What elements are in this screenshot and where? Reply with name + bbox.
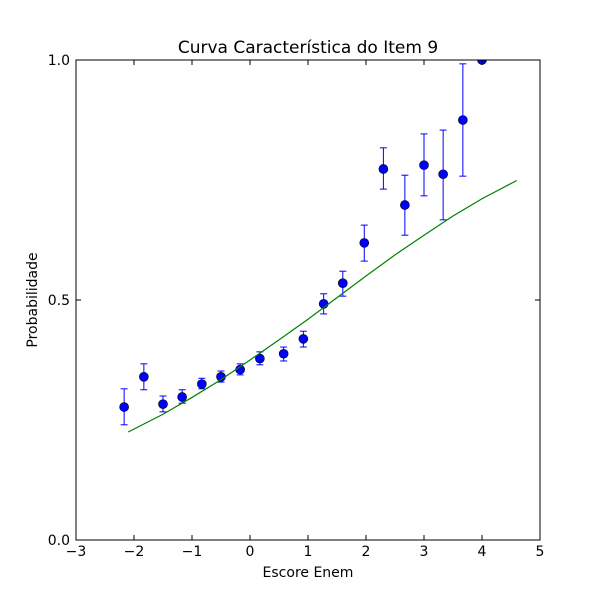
y-tick-label: 0.5 xyxy=(48,293,70,309)
x-tick-label: 1 xyxy=(304,544,313,560)
data-point xyxy=(278,348,289,359)
data-point xyxy=(158,399,168,409)
plot-area xyxy=(119,60,518,433)
x-tick-label: −3 xyxy=(66,544,87,560)
errorbar-point xyxy=(216,370,226,383)
x-tick-label: −1 xyxy=(182,544,203,560)
data-point xyxy=(139,371,149,382)
x-tick-label: 3 xyxy=(420,544,429,560)
data-point xyxy=(337,278,348,289)
errorbar-point xyxy=(438,129,448,221)
errorbar-point xyxy=(458,63,468,177)
errorbar-point xyxy=(177,389,187,404)
model-curve-line xyxy=(127,179,518,433)
y-tick-label: 1.0 xyxy=(48,53,70,69)
ticks: −3 −2 −1 0 1 2 3 4 5 0.0 0.5 1.0 xyxy=(48,53,545,560)
errorbar-point xyxy=(378,147,389,190)
errorbar-point xyxy=(318,293,329,315)
x-tick-label: 2 xyxy=(362,544,371,560)
errorbar-point xyxy=(359,224,370,262)
errorbar-point xyxy=(119,388,129,426)
data-point xyxy=(378,164,389,174)
axes-frame xyxy=(75,59,541,541)
data-point xyxy=(419,160,429,170)
data-point xyxy=(458,115,468,125)
x-tick-label: 0 xyxy=(246,544,255,560)
plot-clip-group xyxy=(119,60,487,426)
errorbar-point xyxy=(278,346,289,362)
errorbar-point xyxy=(158,395,168,413)
errorbar-point xyxy=(337,270,348,297)
data-point xyxy=(400,200,410,210)
chart-title: Curva Característica do Item 9 xyxy=(178,38,438,58)
errorbar-point xyxy=(139,363,149,391)
data-point xyxy=(359,238,370,248)
errorbar-point xyxy=(197,377,207,390)
y-axis-label: Probabilidade xyxy=(25,252,41,347)
x-axis-label: Escore Enem xyxy=(263,565,354,581)
x-tick-label: −2 xyxy=(124,544,145,560)
data-point xyxy=(298,334,309,344)
data-point xyxy=(438,169,448,180)
errorbar-point xyxy=(400,174,410,236)
x-tick-label: 4 xyxy=(478,544,487,560)
data-point xyxy=(177,392,187,402)
errorbar-point xyxy=(255,351,265,366)
x-tick-label: 5 xyxy=(536,544,545,560)
data-point xyxy=(119,402,129,412)
data-point xyxy=(197,379,207,389)
y-tick-label: 0.0 xyxy=(48,533,70,549)
data-point xyxy=(255,353,265,364)
errorbar-point xyxy=(298,330,309,348)
errorbar-point xyxy=(419,133,429,197)
